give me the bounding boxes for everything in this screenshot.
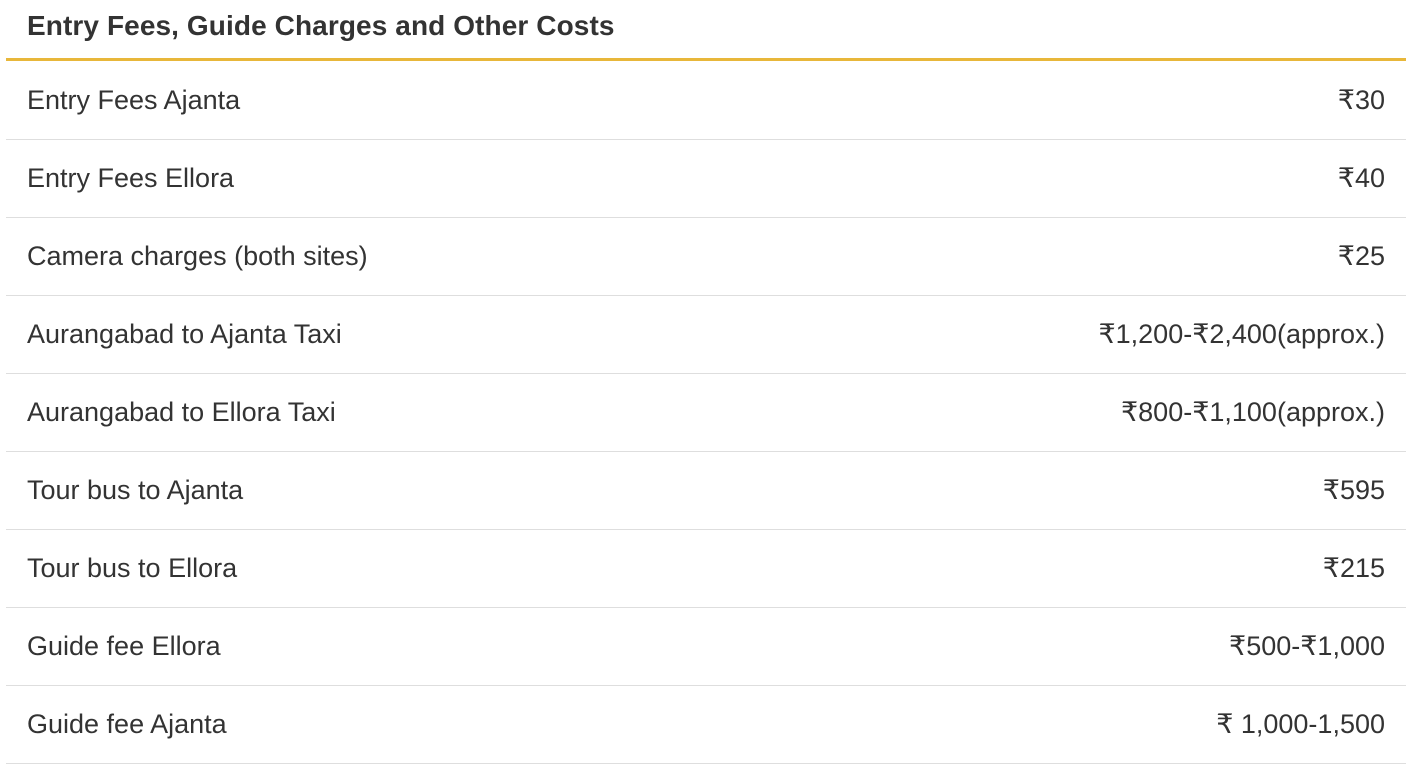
row-value: ₹500-₹1,000: [1229, 631, 1385, 661]
row-value: ₹ 1,000-1,500: [1216, 709, 1385, 739]
row-label: Guide fee Ellora: [27, 631, 221, 661]
row-value: ₹25: [1337, 241, 1385, 271]
table-row: Entry Fees Ajanta ₹30: [6, 61, 1406, 140]
row-value: ₹30: [1337, 84, 1385, 115]
table-row: Guide fee Ellora ₹500-₹1,000: [6, 608, 1406, 686]
row-label: Tour bus to Ellora: [27, 553, 238, 583]
table-body: Entry Fees Ajanta ₹30 Entry Fees Ellora …: [6, 61, 1406, 764]
row-label: Camera charges (both sites): [27, 241, 368, 271]
row-label: Aurangabad to Ellora Taxi: [27, 397, 336, 427]
table-row: Aurangabad to Ellora Taxi ₹800-₹1,100(ap…: [6, 374, 1406, 452]
table-row: Guide fee Ajanta ₹ 1,000-1,500: [6, 686, 1406, 764]
table-header: Entry Fees, Guide Charges and Other Cost…: [6, 0, 1406, 61]
fee-table: Entry Fees, Guide Charges and Other Cost…: [6, 0, 1406, 764]
table-row: Camera charges (both sites) ₹25: [6, 218, 1406, 296]
table-row: Tour bus to Ajanta ₹595: [6, 452, 1406, 530]
row-label: Entry Fees Ellora: [27, 163, 235, 193]
row-value: ₹40: [1337, 163, 1385, 193]
row-value: ₹1,200-₹2,400(approx.): [1098, 319, 1385, 349]
table-row: Aurangabad to Ajanta Taxi ₹1,200-₹2,400(…: [6, 296, 1406, 374]
row-label: Entry Fees Ajanta: [27, 84, 241, 115]
row-value: ₹215: [1322, 553, 1385, 583]
row-label: Guide fee Ajanta: [27, 709, 227, 739]
table-title: Entry Fees, Guide Charges and Other Cost…: [27, 10, 615, 41]
row-value: ₹595: [1322, 475, 1385, 505]
row-value: ₹800-₹1,100(approx.): [1120, 397, 1385, 427]
row-label: Tour bus to Ajanta: [27, 475, 244, 505]
table-row: Tour bus to Ellora ₹215: [6, 530, 1406, 608]
table-row: Entry Fees Ellora ₹40: [6, 140, 1406, 218]
row-label: Aurangabad to Ajanta Taxi: [27, 319, 342, 349]
